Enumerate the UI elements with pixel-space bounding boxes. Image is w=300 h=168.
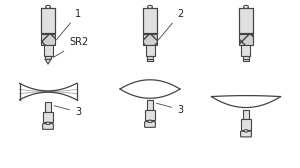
Bar xyxy=(43,112,53,122)
Polygon shape xyxy=(45,59,51,64)
Bar xyxy=(45,102,51,112)
Bar xyxy=(239,8,253,33)
Bar xyxy=(242,45,250,56)
Text: 3: 3 xyxy=(156,103,183,115)
Ellipse shape xyxy=(46,122,50,124)
Text: 1: 1 xyxy=(56,9,81,40)
Bar xyxy=(41,8,55,33)
Bar xyxy=(147,100,153,110)
Bar xyxy=(146,45,154,56)
Ellipse shape xyxy=(244,5,248,8)
Bar xyxy=(41,34,55,45)
Text: SR2: SR2 xyxy=(53,37,88,57)
Bar xyxy=(44,45,52,56)
Bar xyxy=(147,56,153,59)
Polygon shape xyxy=(243,59,249,61)
Bar xyxy=(143,8,157,33)
Bar xyxy=(243,110,249,119)
Bar xyxy=(145,110,155,120)
FancyBboxPatch shape xyxy=(241,131,251,137)
FancyBboxPatch shape xyxy=(145,122,155,127)
Polygon shape xyxy=(147,59,153,61)
Bar xyxy=(241,119,251,130)
Bar xyxy=(239,34,253,45)
Text: 3: 3 xyxy=(54,106,81,117)
Bar xyxy=(45,56,51,59)
Ellipse shape xyxy=(148,120,152,122)
Ellipse shape xyxy=(148,5,152,8)
FancyBboxPatch shape xyxy=(43,124,53,129)
Text: 2: 2 xyxy=(158,9,183,40)
Bar xyxy=(143,34,157,45)
Bar xyxy=(243,56,249,59)
Ellipse shape xyxy=(244,130,248,132)
Ellipse shape xyxy=(46,5,50,8)
